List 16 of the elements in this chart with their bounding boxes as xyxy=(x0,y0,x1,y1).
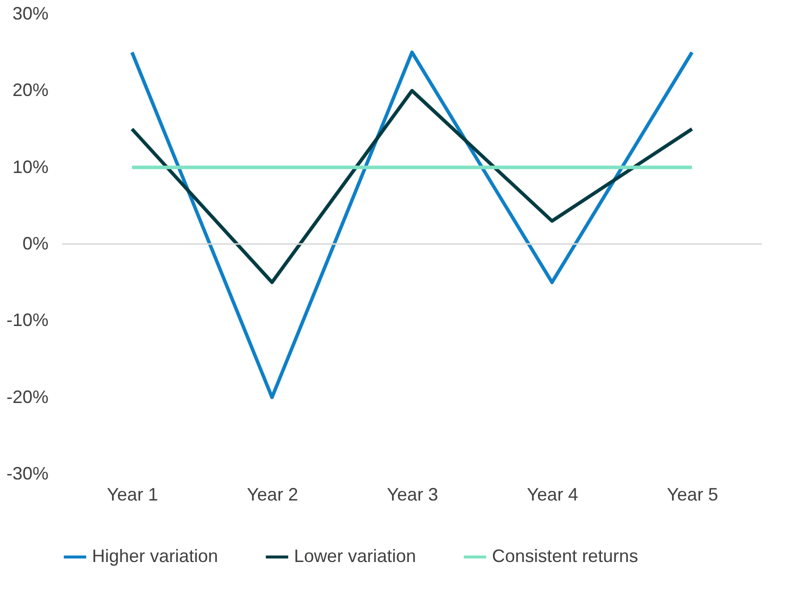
y-tick-label: 20% xyxy=(12,80,48,100)
x-tick-label: Year 2 xyxy=(246,484,298,504)
y-tick-label: 0% xyxy=(22,234,48,254)
y-tick-label: 30% xyxy=(12,4,48,24)
y-tick-label: -20% xyxy=(6,386,48,407)
x-tick-label: Year 4 xyxy=(526,484,578,504)
legend-label: Lower variation xyxy=(294,546,416,566)
x-tick-label: Year 1 xyxy=(106,484,158,504)
x-tick-label: Year 3 xyxy=(386,484,438,504)
x-tick-label: Year 5 xyxy=(666,484,718,504)
legend-label: Consistent returns xyxy=(492,546,638,566)
y-tick-label: 10% xyxy=(12,156,48,177)
line-series xyxy=(130,88,694,284)
y-tick-label: -30% xyxy=(6,464,48,484)
y-tick-label: -10% xyxy=(6,310,48,330)
legend-label: Higher variation xyxy=(92,546,218,566)
